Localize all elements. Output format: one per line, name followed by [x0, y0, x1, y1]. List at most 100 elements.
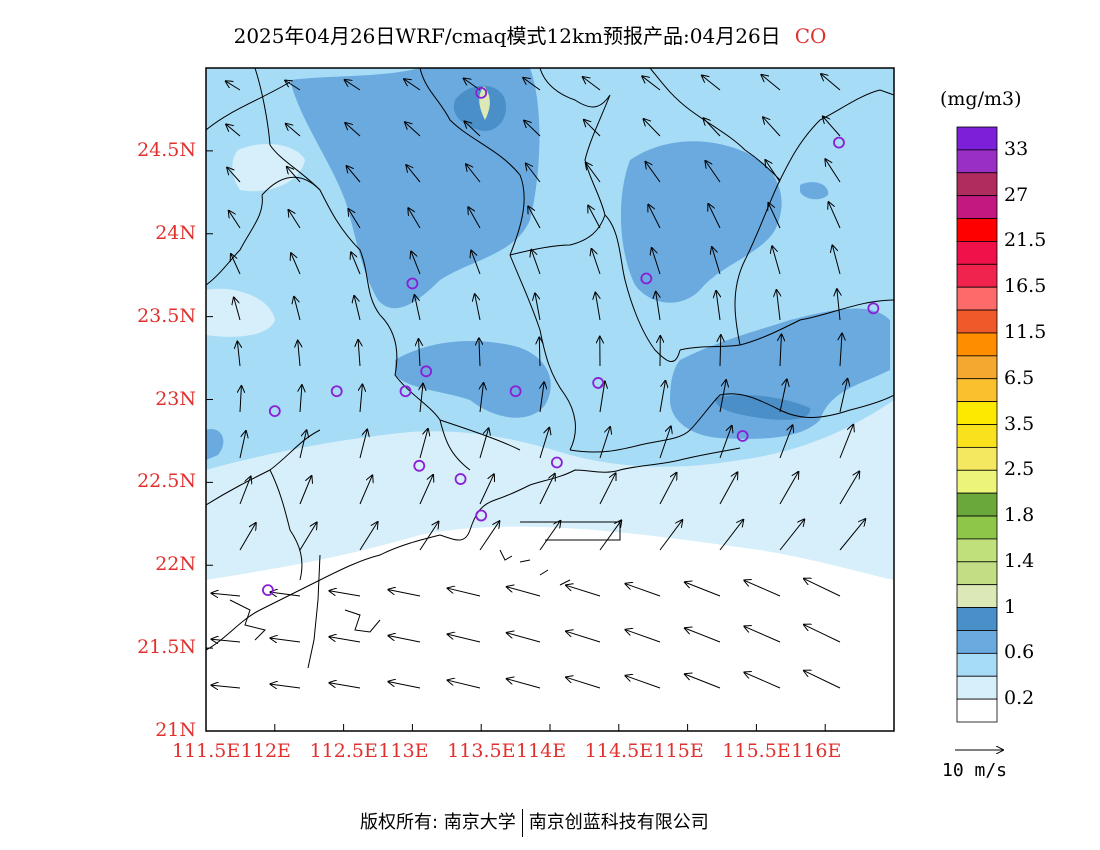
boundary-path	[649, 68, 781, 181]
station-marker	[833, 136, 845, 149]
wind-arrow	[388, 636, 421, 643]
wind-arrow	[708, 204, 721, 229]
wind-arrow	[840, 334, 842, 367]
boundary-path	[529, 447, 741, 486]
wind-arrow	[772, 246, 781, 275]
wind-arrow	[359, 430, 367, 459]
wind-arrow	[298, 341, 300, 367]
wind-arrow	[839, 472, 859, 505]
station-marker	[406, 277, 419, 290]
wind-arrow	[659, 473, 677, 505]
wind-arrow	[226, 124, 241, 137]
wind-arrow	[479, 474, 494, 505]
wind-arrow	[419, 475, 433, 505]
boundary-path	[734, 119, 821, 346]
wind-arrow	[599, 473, 616, 505]
colorbar-label: 3.5	[1004, 412, 1035, 435]
wind-arrow	[329, 591, 361, 597]
boundary-path	[509, 254, 576, 451]
boundary-path	[206, 176, 321, 286]
wind-arrow	[646, 162, 661, 183]
wind-arrow	[448, 588, 481, 597]
colorbar-label: 2.5	[1004, 458, 1035, 481]
colorbar-swatch	[956, 675, 998, 700]
colorbar-label: 0.2	[1004, 687, 1035, 710]
wind-arrow	[351, 252, 361, 275]
colorbar	[956, 126, 998, 723]
wind-arrow	[719, 472, 737, 505]
wind-arrow	[231, 254, 241, 275]
wind-arrow	[227, 168, 241, 183]
lon-label: 114E	[516, 740, 567, 762]
lat-label: 23N	[155, 387, 196, 410]
wind-arrow	[406, 165, 421, 183]
colorbar-label: 0.6	[1004, 641, 1035, 664]
colorbar-swatch	[956, 286, 998, 311]
station-marker	[262, 584, 274, 597]
station-marker	[454, 473, 467, 485]
band-light-2	[206, 288, 275, 337]
wind-arrow	[285, 81, 301, 91]
wind-arrow	[348, 209, 361, 229]
colorbar-swatch	[956, 515, 998, 540]
band-1.4b	[715, 395, 811, 420]
colorbar-swatch	[956, 263, 998, 288]
colorbar-swatch	[956, 355, 998, 380]
colorbar-swatch	[956, 538, 998, 563]
wind-arrow	[354, 296, 361, 321]
wind-arrow	[300, 385, 302, 413]
lat-label: 22N	[155, 553, 196, 576]
wind-arrow	[239, 523, 256, 551]
wind-arrow	[388, 682, 421, 689]
wind-arrow	[839, 379, 848, 413]
lon-label: 115.5E	[722, 740, 791, 762]
wind-arrow	[839, 425, 853, 459]
wind-arrow	[625, 676, 661, 689]
station-marker	[330, 385, 343, 398]
wind-arrow	[540, 382, 544, 413]
wind-arrow	[404, 79, 421, 91]
colorbar-swatch	[956, 401, 998, 425]
wind-arrow	[644, 119, 661, 137]
station-marker	[413, 459, 426, 472]
lon-label: 116E	[791, 740, 842, 762]
wind-arrow	[642, 76, 661, 91]
wind-arrow	[804, 579, 841, 597]
wind-arrow	[448, 680, 481, 689]
wind-arrow	[526, 164, 541, 183]
wind-arrow	[226, 81, 241, 91]
station-marker	[867, 302, 880, 315]
wind-arrow	[592, 249, 601, 275]
wind-arrow	[648, 205, 661, 229]
wind-arrow	[652, 248, 661, 275]
monitoring-stations	[262, 86, 880, 597]
wind-arrow	[523, 78, 541, 91]
wind-arrow	[685, 628, 721, 643]
wind-reference-label: 10 m/s	[942, 760, 1008, 781]
wind-arrow	[777, 290, 781, 321]
wind-arrow	[539, 521, 560, 551]
colorbar-swatch	[956, 126, 998, 151]
lat-label: 24N	[155, 221, 196, 244]
wind-arrow	[823, 117, 841, 137]
station-marker	[268, 405, 281, 418]
wind-arrow	[780, 334, 781, 367]
copyright-footer: 版权所有: 南京大学 南京创蓝科技有限公司	[360, 808, 709, 837]
colorbar-unit: (mg/m3)	[940, 88, 1022, 110]
wind-arrow	[287, 167, 301, 183]
wind-arrow	[270, 684, 301, 688]
wind-arrow	[779, 519, 804, 551]
wind-arrow	[479, 428, 489, 459]
wind-arrow	[471, 251, 481, 275]
band-1.0f	[800, 182, 829, 200]
wind-arrow	[286, 124, 301, 137]
wind-arrow	[408, 208, 421, 229]
station-marker	[592, 377, 605, 389]
wind-arrow	[659, 426, 671, 459]
wind-arrow	[229, 211, 241, 229]
title-species: CO	[794, 24, 827, 48]
station-marker	[475, 509, 488, 522]
lon-label: 112.5E	[309, 740, 378, 762]
colorbar-swatch	[956, 309, 998, 334]
lat-label: 24.5N	[137, 138, 196, 161]
